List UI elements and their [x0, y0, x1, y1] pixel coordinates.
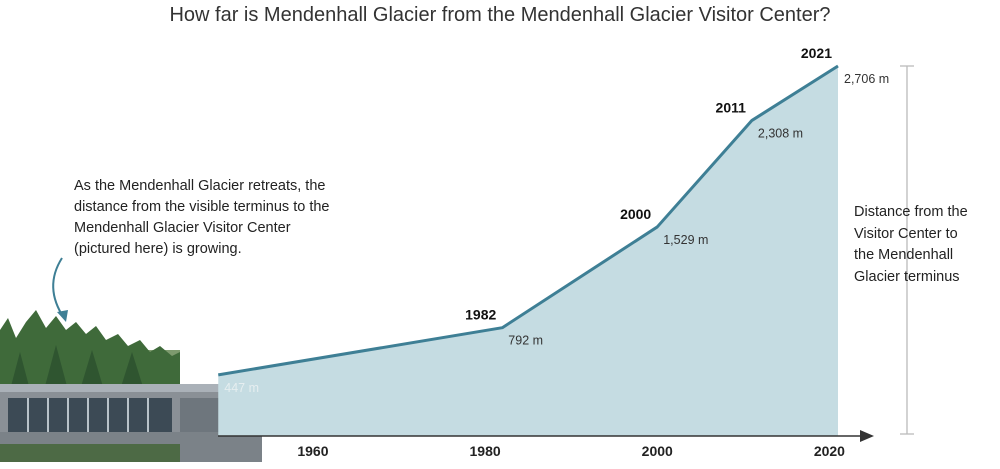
right-annotation-line: Visitor Center to — [854, 225, 958, 242]
point-value-label: 447 m — [224, 381, 259, 395]
point-year-label: 1949 — [181, 354, 212, 370]
point-value-label: 2,308 m — [758, 126, 803, 140]
right-annotation-line: the Mendenhall — [854, 247, 954, 263]
left-annotation-line: distance from the visible terminus to th… — [74, 199, 330, 215]
curved-arrow-icon — [52, 257, 65, 319]
chart-title: How far is Mendenhall Glacier from the M… — [169, 4, 831, 26]
point-value-label: 2,706 m — [844, 72, 889, 86]
point-value-label: 792 m — [508, 334, 543, 348]
left-annotation-line: Mendenhall Glacier Visitor Center — [74, 220, 291, 236]
right-annotation-line: Distance from the — [854, 204, 968, 220]
x-tick-label: 1980 — [470, 443, 501, 459]
point-year-label: 2021 — [801, 45, 832, 61]
curved-arrow-head-icon — [57, 310, 68, 322]
left-annotation-line: (pictured here) is growing. — [74, 241, 242, 257]
distance-bracket — [900, 65, 914, 435]
distance-area-fill — [218, 66, 838, 436]
point-year-label: 1982 — [465, 307, 496, 323]
left-annotation: As the Mendenhall Glacier retreats, the … — [74, 176, 344, 260]
point-value-label: 1,529 m — [663, 233, 708, 247]
left-annotation-line: As the Mendenhall Glacier retreats, the — [74, 178, 326, 194]
right-annotation-line: Glacier terminus — [854, 268, 960, 285]
x-tick-label: 1960 — [297, 443, 328, 459]
point-year-label: 2000 — [620, 206, 651, 222]
right-annotation: Distance from the Visitor Center to the … — [854, 202, 994, 288]
distance-line — [218, 64, 839, 377]
x-tick-label: 2000 — [642, 443, 673, 459]
point-year-label: 2011 — [716, 99, 747, 115]
x-tick-label: 2020 — [814, 443, 845, 459]
x-axis-arrow-icon — [860, 430, 874, 442]
